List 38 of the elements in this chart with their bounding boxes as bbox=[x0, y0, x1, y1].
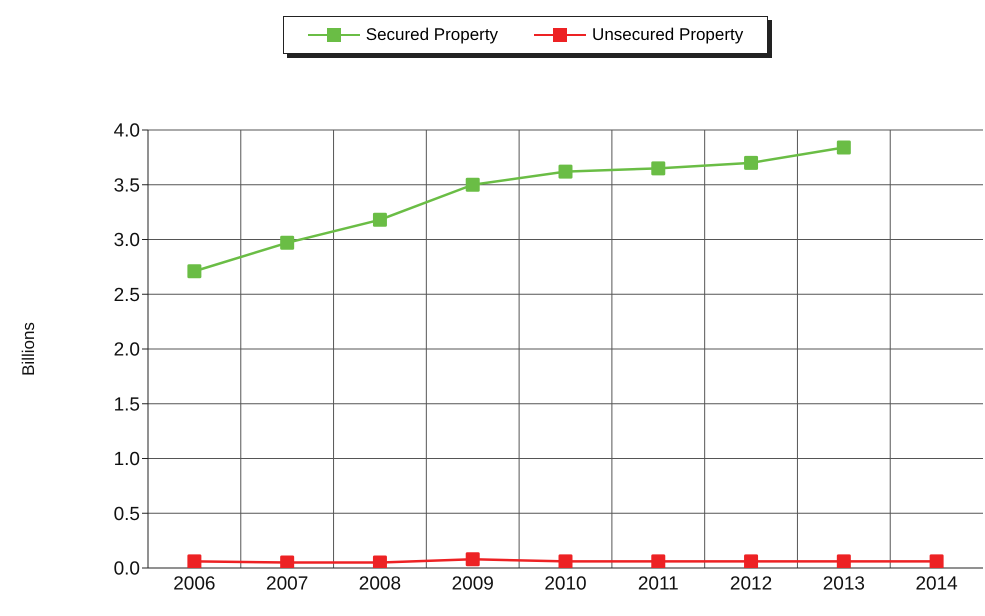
point bbox=[280, 556, 294, 568]
x-tick-label: 2013 bbox=[822, 573, 865, 594]
y-tick-label: 3.0 bbox=[114, 230, 140, 252]
point bbox=[558, 554, 572, 568]
legend-label: Secured Property bbox=[366, 25, 498, 45]
x-tick-label: 2011 bbox=[638, 573, 679, 594]
point bbox=[187, 554, 202, 568]
point bbox=[558, 164, 572, 179]
y-tick-label: 1.5 bbox=[114, 394, 140, 416]
point bbox=[466, 552, 480, 566]
y-tick-label: 2.5 bbox=[114, 284, 140, 306]
point bbox=[280, 236, 294, 250]
point bbox=[930, 554, 944, 568]
point bbox=[744, 554, 758, 568]
point bbox=[187, 264, 202, 278]
x-tick-label: 2006 bbox=[173, 573, 216, 594]
point bbox=[836, 554, 851, 568]
y-tick-label: 0.5 bbox=[114, 504, 140, 525]
point bbox=[651, 161, 666, 176]
x-tick-label: 2008 bbox=[358, 573, 402, 594]
y-axis-title: Billions bbox=[19, 322, 38, 376]
x-tick-label: 2009 bbox=[452, 573, 494, 594]
point bbox=[836, 140, 851, 155]
x-tick-label: 2014 bbox=[915, 573, 958, 594]
y-tick-label: 3.5 bbox=[114, 175, 140, 196]
y-tick-label: 1.0 bbox=[114, 449, 140, 470]
y-tick-label: 0.0 bbox=[114, 558, 140, 580]
y-tick-label: 4.0 bbox=[114, 120, 140, 142]
point bbox=[466, 178, 480, 192]
x-tick-label: 2010 bbox=[544, 573, 587, 594]
legend-label: Unsecured Property bbox=[592, 25, 744, 45]
point bbox=[372, 556, 387, 568]
x-tick-label: 2007 bbox=[266, 573, 308, 594]
point bbox=[744, 156, 758, 170]
point bbox=[651, 554, 666, 568]
x-tick-label: 2012 bbox=[730, 573, 772, 594]
y-tick-label: 2.0 bbox=[114, 340, 140, 361]
point bbox=[372, 212, 387, 227]
